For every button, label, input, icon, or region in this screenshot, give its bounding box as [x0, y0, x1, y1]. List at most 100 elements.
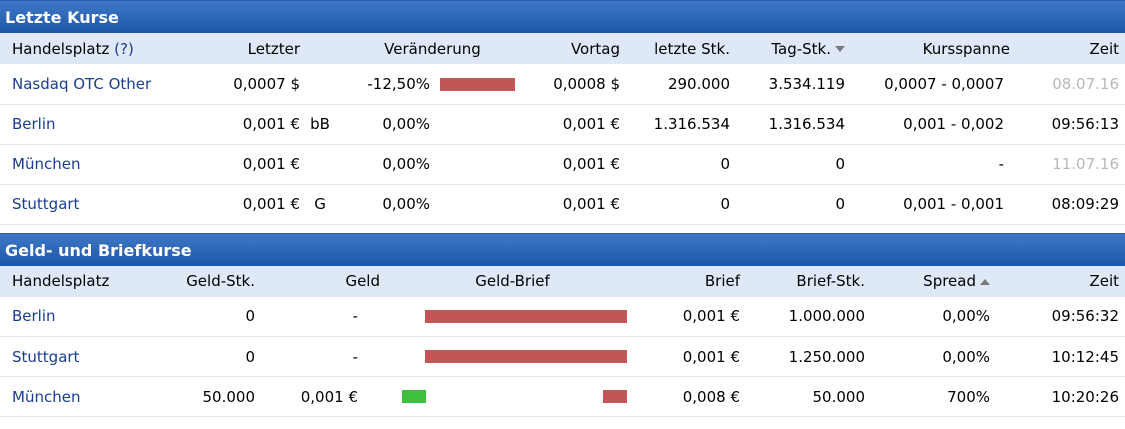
price-range: 0,001 - 0,001 [903, 195, 1004, 213]
bid-ask-section: Geld- und Briefkurse Handelsplatz Geld-S… [0, 232, 1125, 418]
table-row: Nasdaq OTC Other 0,0007 $ -12,50% 0,0008 $ 2… [0, 64, 1125, 104]
table-row: München 50.000 0,001 € 0,008 € 50.000 700% 10:… [0, 377, 1125, 417]
change-value: -12,50% [367, 74, 430, 93]
spread-value: 0,00% [942, 307, 990, 326]
prev-price: 0,001 € [562, 115, 620, 133]
last-price: 0,0007 $ [233, 74, 300, 93]
last-prices-section: Letzte Kurse Handelsplatz (?) Letzter Ve… [0, 0, 1125, 225]
time-value: 09:56:32 [1051, 307, 1119, 326]
header-venue-label: Handelsplatz [12, 39, 110, 58]
header-venue[interactable]: Handelsplatz [12, 272, 110, 290]
bid-ask-bar-cell [380, 297, 645, 337]
time-value: 09:56:13 [1051, 115, 1119, 133]
header-bid[interactable]: Geld [345, 272, 380, 290]
last-prices-header-row: Handelsplatz (?) Letzter Veränderung Vor… [0, 33, 1125, 64]
spread-value: 700% [947, 387, 990, 406]
table-row: Berlin 0,001 € bB 0,00% 0,001 € 1.316.534 1.31… [0, 104, 1125, 144]
change-value: 0,00% [382, 115, 430, 133]
last-qty: 1.316.534 [653, 115, 730, 133]
day-qty: 0 [835, 195, 845, 213]
bid-price: 0,001 € [300, 387, 358, 406]
last-qty: 0 [720, 195, 730, 213]
help-link[interactable]: (?) [114, 39, 134, 58]
ask-bar [425, 309, 627, 323]
time-value: 11.07.16 [1052, 155, 1119, 173]
price-flag: bB [310, 115, 330, 133]
day-qty: 0 [835, 155, 845, 173]
change-bar-cell [430, 104, 525, 144]
last-qty: 0 [720, 155, 730, 173]
prev-price: 0,001 € [562, 195, 620, 213]
price-range: - [998, 155, 1004, 173]
header-spread-label: Spread [923, 272, 976, 290]
venue-link[interactable]: Stuttgart [12, 347, 80, 366]
sort-down-icon [835, 46, 845, 52]
change-bar-cell [430, 184, 525, 224]
bid-qty: 50.000 [202, 387, 256, 406]
change-value: 0,00% [382, 195, 430, 213]
day-qty: 3.534.119 [768, 74, 845, 93]
bid-ask-bar-cell [380, 337, 645, 377]
change-bar [440, 77, 515, 91]
bid-qty: 0 [245, 347, 255, 366]
ask-qty: 1.000.000 [788, 307, 865, 326]
last-prices-table: Handelsplatz (?) Letzter Veränderung Vor… [0, 33, 1125, 225]
bid-ask-header-row: Handelsplatz Geld-Stk. Geld Geld-Brief B… [0, 265, 1125, 297]
last-qty: 290.000 [667, 74, 730, 93]
bid-price: - [352, 307, 358, 326]
header-last-qty[interactable]: letzte Stk. [654, 39, 730, 58]
bid-ask-bar-cell [380, 377, 645, 417]
price-range: 0,001 - 0,002 [903, 115, 1004, 133]
price-range: 0,0007 - 0,0007 [884, 74, 1004, 93]
venue-link[interactable]: Berlin [12, 115, 56, 133]
last-price: 0,001 € [242, 115, 300, 133]
venue-link[interactable]: München [12, 155, 81, 173]
last-price: 0,001 € [242, 195, 300, 213]
ask-qty: 1.250.000 [788, 347, 865, 366]
day-qty: 1.316.534 [768, 115, 845, 133]
header-time[interactable]: Zeit [1089, 39, 1119, 58]
ask-price: 0,008 € [682, 387, 740, 406]
ask-price: 0,001 € [682, 347, 740, 366]
bid-qty: 0 [245, 307, 255, 326]
ask-bar [425, 350, 627, 363]
ask-bar [603, 390, 627, 403]
header-ask-qty[interactable]: Brief-Stk. [796, 272, 865, 290]
change-bar-cell [430, 144, 525, 184]
change-bar-cell [430, 64, 525, 104]
spread-value: 0,00% [942, 347, 990, 366]
prev-price: 0,0008 $ [553, 74, 620, 93]
bid-bar [402, 390, 426, 403]
header-bid-ask[interactable]: Geld-Brief [475, 272, 550, 290]
header-time[interactable]: Zeit [1089, 272, 1119, 290]
bid-price: - [352, 347, 358, 366]
header-range[interactable]: Kursspanne [922, 39, 1010, 58]
bid-ask-title: Geld- und Briefkurse [0, 232, 1125, 266]
header-prev[interactable]: Vortag [570, 39, 620, 58]
header-spread[interactable]: Spread [865, 266, 990, 297]
table-row: Stuttgart 0 - 0,001 € 1.250.000 0,00% 10:12:45 [0, 337, 1125, 377]
venue-link[interactable]: Nasdaq OTC Other [12, 74, 152, 93]
ask-qty: 50.000 [812, 387, 866, 406]
venue-link[interactable]: München [12, 387, 81, 406]
table-row: Berlin 0 - 0,001 € 1.000.000 0,00% 09:56:32 [0, 297, 1125, 337]
ask-price: 0,001 € [682, 307, 740, 326]
header-ask[interactable]: Brief [704, 272, 740, 290]
prev-price: 0,001 € [562, 155, 620, 173]
header-last[interactable]: Letzter [247, 39, 300, 58]
venue-link[interactable]: Berlin [12, 307, 56, 326]
time-value: 10:12:45 [1051, 347, 1119, 366]
bid-ask-table: Handelsplatz Geld-Stk. Geld Geld-Brief B… [0, 265, 1125, 418]
header-change[interactable]: Veränderung [340, 33, 525, 64]
last-price: 0,001 € [242, 155, 300, 173]
header-change-label: Veränderung [384, 39, 481, 58]
header-day-qty-label: Tag-Stk. [771, 39, 831, 58]
header-bid-qty[interactable]: Geld-Stk. [186, 272, 255, 290]
time-value: 10:20:26 [1051, 387, 1119, 406]
venue-link[interactable]: Stuttgart [12, 195, 80, 213]
header-day-qty[interactable]: Tag-Stk. [730, 33, 845, 64]
last-prices-title: Letzte Kurse [0, 0, 1125, 33]
sort-up-icon [980, 278, 990, 285]
header-venue: Handelsplatz (?) [0, 33, 200, 64]
change-value: 0,00% [382, 155, 430, 173]
